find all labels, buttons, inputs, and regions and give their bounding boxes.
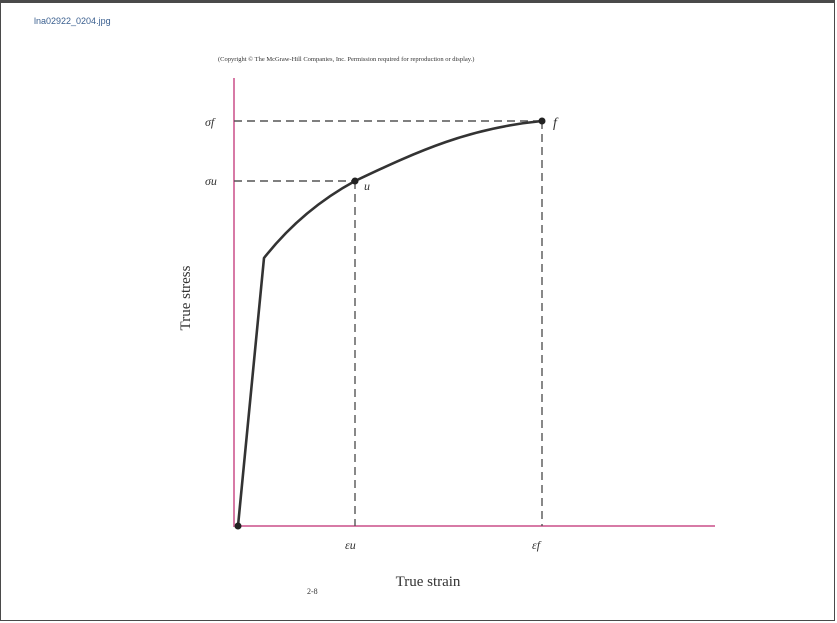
x-axis-title: True strain xyxy=(396,574,461,590)
point-f-label: f xyxy=(553,116,559,131)
y-axis-title: True stress xyxy=(178,265,194,330)
stress-strain-curve xyxy=(236,119,543,527)
figure-number: 2-8 xyxy=(307,587,318,596)
sigma-f-label: σf xyxy=(205,115,216,129)
origin-point xyxy=(234,522,242,530)
ultimate-point xyxy=(351,177,359,185)
sigma-u-label: σu xyxy=(205,174,217,188)
copyright-notice: (Copyright © The McGraw-Hill Companies, … xyxy=(218,56,475,63)
fracture-point xyxy=(538,117,546,125)
image-filename: lna02922_0204.jpg xyxy=(34,16,111,26)
epsilon-f-label: εf xyxy=(532,538,542,552)
point-u-label: u xyxy=(364,179,370,193)
epsilon-u-label: εu xyxy=(345,538,356,552)
